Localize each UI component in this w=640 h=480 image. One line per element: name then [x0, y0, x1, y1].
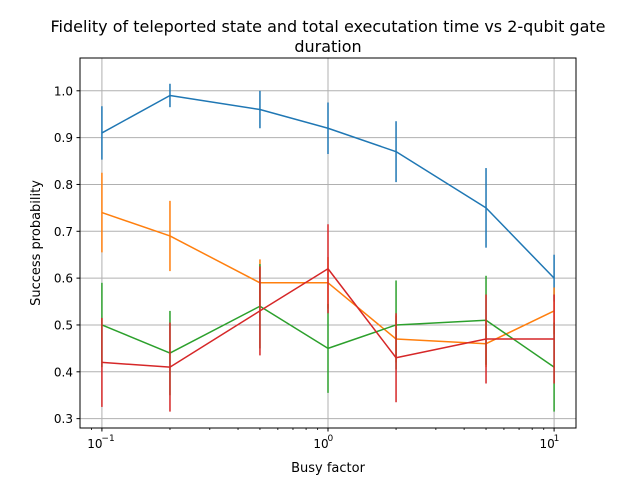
series-4: [101, 224, 555, 412]
y-tick-label: 0.8: [54, 178, 73, 192]
plot-series: [101, 83, 555, 412]
axis-ticks: 0.30.40.50.60.70.80.91.010−1 100 101: [54, 84, 559, 451]
series-line: [101, 268, 555, 368]
y-axis-label: Success probability: [29, 180, 44, 306]
x-tick-label: 10: [87, 437, 102, 451]
x-tick-exponent: −1: [101, 434, 114, 444]
x-tick-label: 10: [539, 437, 554, 451]
x-tick-label: 10: [313, 437, 328, 451]
y-tick-label: 1.0: [54, 84, 73, 98]
chart-title-line-2: duration: [294, 37, 361, 56]
x-tick-exponent: 1: [554, 434, 560, 444]
x-axis-label: Busy factor: [291, 461, 365, 476]
series-line: [101, 94, 555, 279]
series-1: [101, 83, 555, 302]
y-tick-label: 0.5: [54, 318, 73, 332]
x-tick-base: 10: [87, 437, 102, 451]
x-tick-base: 10: [313, 437, 328, 451]
y-tick-label: 0.3: [54, 412, 73, 426]
y-tick-label: 0.4: [54, 365, 73, 379]
x-tick-base: 10: [539, 437, 554, 451]
chart-title-line-1: Fidelity of teleported state and total e…: [50, 17, 605, 36]
y-tick-label: 0.9: [54, 131, 73, 145]
x-tick-exponent: 0: [328, 434, 334, 444]
y-tick-label: 0.7: [54, 225, 73, 239]
y-tick-label: 0.6: [54, 272, 73, 286]
